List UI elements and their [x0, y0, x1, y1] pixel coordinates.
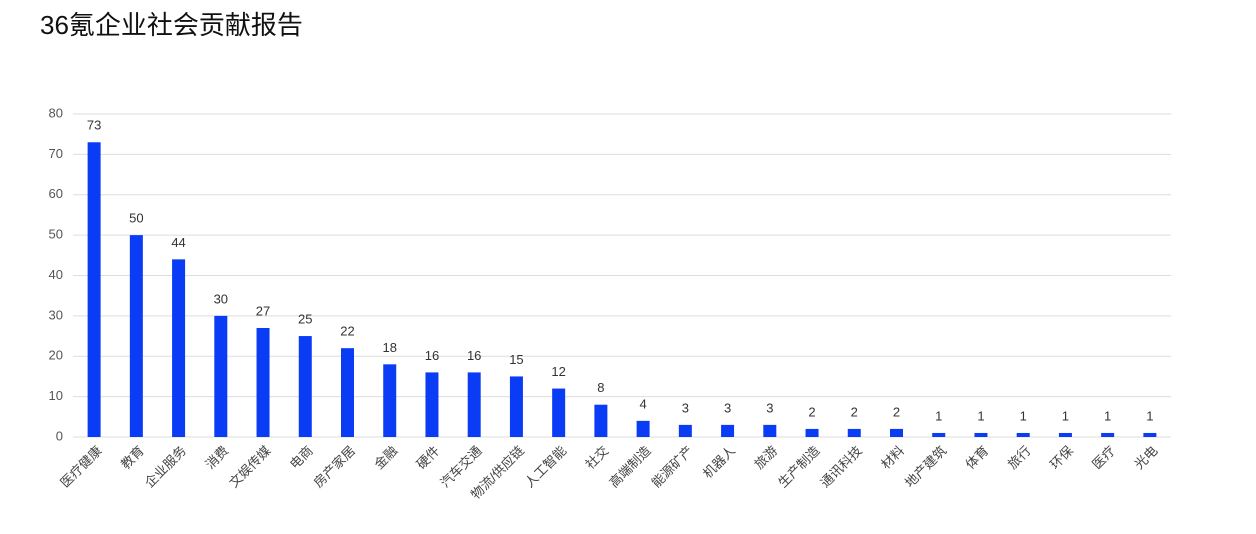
y-tick-label: 0	[56, 428, 63, 443]
x-tick-label: 机器人	[700, 443, 738, 481]
x-tick-label: 人工智能	[522, 443, 569, 490]
value-label: 73	[87, 118, 101, 133]
bar	[87, 142, 101, 437]
y-tick-label: 10	[49, 388, 63, 403]
y-tick-label: 80	[49, 105, 63, 120]
bar	[678, 424, 692, 437]
bar	[341, 348, 354, 437]
value-label: 1	[1020, 408, 1027, 423]
bar	[129, 235, 143, 437]
x-tick-label: 能源矿产	[649, 443, 696, 490]
bar	[509, 376, 523, 437]
bar	[932, 432, 946, 437]
x-tick-label: 旅游	[751, 443, 780, 472]
value-label: 2	[808, 404, 815, 419]
value-label: 1	[1104, 408, 1111, 423]
x-tick-label: 高端制造	[606, 443, 653, 490]
x-tick-label: 材料	[878, 443, 907, 472]
x-tick-label: 通讯科技	[817, 443, 864, 490]
x-tick-label: 房产家居	[311, 443, 358, 490]
x-tick-label: 旅行	[1005, 443, 1034, 472]
y-tick-label: 50	[49, 227, 63, 242]
value-label: 22	[340, 324, 354, 339]
value-label: 30	[214, 291, 228, 306]
value-label: 25	[298, 312, 312, 327]
bar	[763, 424, 777, 437]
bar	[172, 259, 186, 437]
x-tick-label: 医疗	[1089, 443, 1118, 472]
value-label: 1	[935, 408, 942, 423]
bar	[467, 372, 481, 437]
x-tick-label: 文娱传媒	[226, 443, 273, 490]
value-label: 3	[766, 400, 773, 415]
bar	[890, 428, 903, 437]
value-label: 1	[1062, 408, 1069, 423]
bar	[805, 428, 819, 437]
y-tick-label: 60	[49, 186, 63, 201]
bar	[214, 315, 228, 437]
value-label: 3	[682, 400, 689, 415]
bar	[256, 327, 270, 437]
bar	[974, 432, 988, 437]
x-tick-label: 电商	[287, 443, 316, 472]
x-tick-label: 医疗健康	[57, 443, 104, 490]
value-label: 4	[639, 396, 646, 411]
value-label: 12	[551, 364, 565, 379]
y-tick-label: 20	[49, 348, 63, 363]
y-tick-label: 30	[49, 307, 63, 322]
bar	[425, 372, 439, 437]
value-label: 15	[509, 352, 523, 367]
x-tick-label: 消费	[202, 443, 231, 472]
x-tick-label: 社交	[582, 443, 611, 472]
value-label: 2	[851, 404, 858, 419]
value-label: 1	[977, 408, 984, 423]
x-tick-label: 环保	[1047, 443, 1076, 472]
bar	[1058, 432, 1072, 437]
value-label: 2	[893, 404, 900, 419]
bar	[721, 424, 735, 437]
x-tick-label: 体育	[963, 443, 992, 472]
x-tick-label: 地产建筑	[902, 443, 949, 490]
value-label: 16	[467, 348, 481, 363]
value-label: 8	[597, 380, 604, 395]
value-label: 16	[425, 348, 439, 363]
value-label: 18	[382, 340, 396, 355]
x-tick-label: 光电	[1131, 443, 1160, 472]
bar	[1101, 432, 1115, 437]
y-tick-label: 70	[49, 146, 63, 161]
bar	[1143, 432, 1157, 437]
bar	[847, 428, 861, 437]
bar	[383, 364, 397, 437]
y-tick-label: 40	[49, 267, 63, 282]
value-label: 27	[256, 303, 270, 318]
bar	[636, 420, 650, 437]
bar	[1016, 432, 1030, 437]
x-tick-label: 企业服务	[142, 443, 189, 490]
x-tick-label: 教育	[118, 443, 147, 472]
value-label: 44	[171, 235, 185, 250]
value-label: 50	[129, 211, 143, 226]
x-tick-label: 金融	[371, 443, 400, 472]
value-label: 1	[1146, 408, 1153, 423]
bar	[552, 388, 566, 437]
chart-title: 36氪企业社会贡献报告	[40, 10, 303, 40]
bar	[298, 336, 312, 437]
x-tick-label: 生产制造	[775, 443, 822, 490]
x-tick-label: 硬件	[414, 443, 443, 472]
value-label: 3	[724, 400, 731, 415]
bar	[594, 404, 608, 437]
